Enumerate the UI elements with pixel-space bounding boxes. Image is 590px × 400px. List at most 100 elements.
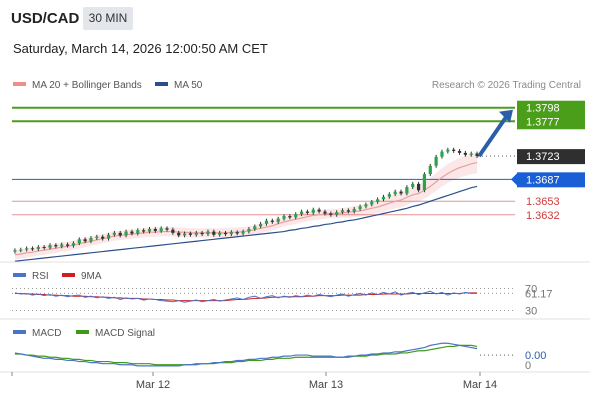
level-label-5: 1.3632 (526, 210, 560, 222)
macd-signal-line (14, 344, 478, 366)
candle-body-23 (147, 228, 152, 232)
candle-body-64 (387, 194, 391, 197)
timeframe-badge[interactable]: 30 MIN (83, 7, 133, 30)
x-tick-label-1: Mar 13 (309, 379, 343, 391)
legend-swatch-rsi (13, 273, 26, 278)
legend-macd: MACD (13, 328, 61, 339)
candle-body-15 (101, 236, 105, 239)
level-label-3: 1.3687 (526, 174, 560, 186)
macd-line (14, 342, 478, 367)
candle-body-39 (241, 231, 245, 234)
candle-body-40 (247, 228, 251, 232)
candle-body-55 (335, 212, 339, 215)
candle-body-71 (428, 165, 432, 175)
x-tick-label-2: Mar 14 (463, 379, 497, 391)
legend-macd-signal: MACD Signal (76, 328, 155, 339)
candle-body-36 (223, 232, 228, 235)
candle-body-66 (399, 191, 403, 194)
symbol-title: USD/CAD (11, 10, 80, 27)
candle-body-54 (329, 213, 333, 215)
x-tick-label-0: Mar 12 (136, 379, 170, 391)
legend-signal-label: MACD Signal (95, 328, 156, 339)
candle-body-53 (323, 211, 327, 214)
legend-9ma-label: 9MA (81, 271, 102, 282)
level-tag-1 (517, 114, 585, 130)
legend-rsi-label: RSI (32, 271, 49, 282)
candle-body-56 (340, 210, 345, 213)
candle-body-13 (89, 238, 93, 242)
legend-9ma: 9MA (62, 271, 102, 282)
candle-body-43 (264, 220, 269, 224)
level-tag-0 (517, 100, 585, 116)
candle-body-10 (71, 243, 76, 246)
candle-body-57 (346, 210, 350, 212)
legend-swatch-ma20 (13, 82, 26, 87)
candle-body-47 (288, 216, 292, 218)
candle-body-37 (229, 232, 233, 235)
projection-arrow-shaft (477, 114, 509, 158)
legend-rsi: RSI (13, 271, 49, 282)
candle-body-25 (159, 228, 163, 231)
level-tag-2 (517, 149, 585, 165)
candle-body-20 (130, 231, 134, 234)
macd-level-label-0: 0.00 (525, 350, 546, 362)
legend-swatch-9ma (62, 273, 75, 278)
candle-body-30 (188, 233, 193, 235)
candle-body-45 (276, 218, 280, 222)
candle-body-24 (153, 228, 157, 231)
candle-body-44 (270, 220, 274, 222)
candle-body-4 (36, 247, 40, 249)
candle-body-29 (182, 233, 187, 236)
level-label-0: 1.3798 (526, 103, 560, 115)
candle-body-61 (370, 201, 374, 205)
candle-body-2 (25, 248, 29, 250)
rsi-level-label-1: 61.17 (525, 288, 553, 300)
candle-body-35 (218, 232, 222, 235)
candle-body-7 (54, 245, 58, 247)
candle-body-58 (352, 208, 356, 212)
legend-swatch-macd (13, 330, 26, 335)
candle-body-67 (405, 187, 409, 194)
level-tag-3 (517, 172, 585, 188)
candle-body-42 (259, 223, 263, 227)
candle-body-51 (311, 209, 315, 213)
candle-body-27 (171, 229, 175, 233)
candle-body-60 (364, 204, 368, 207)
candle-body-76 (457, 150, 462, 153)
candle-body-78 (469, 153, 473, 155)
candle-body-79 (475, 153, 479, 157)
macd-level-label-1: 0 (525, 360, 531, 372)
candle-body-28 (177, 232, 181, 236)
candle-body-41 (253, 226, 257, 229)
candle-body-34 (212, 231, 216, 235)
candle-body-17 (112, 232, 116, 235)
projection-arrow-head (499, 109, 513, 123)
candle-body-12 (83, 239, 87, 242)
candle-body-6 (48, 245, 52, 248)
candle-body-11 (77, 239, 81, 244)
candle-body-1 (19, 249, 23, 251)
legend-macd-label: MACD (32, 328, 62, 339)
rsi-level-label-2: 30 (525, 306, 537, 318)
level-label-4: 1.3653 (526, 196, 560, 208)
candle-body-68 (411, 183, 415, 188)
candle-body-69 (416, 183, 421, 191)
legend-ma20-label: MA 20 + Bollinger Bands (32, 80, 142, 91)
legend-ma50-label: MA 50 (174, 80, 203, 91)
candle-body-3 (30, 248, 35, 250)
candle-body-77 (463, 152, 467, 155)
candle-body-18 (118, 232, 122, 236)
candle-body-46 (282, 216, 286, 219)
level-label-1: 1.3777 (526, 116, 560, 128)
candle-body-75 (452, 149, 456, 151)
candle-body-19 (124, 231, 128, 236)
candle-body-62 (376, 199, 380, 202)
ma50-line (14, 185, 478, 262)
candle-body-14 (95, 236, 99, 239)
candle-body-52 (317, 209, 321, 212)
candle-body-22 (142, 230, 146, 232)
candle-body-73 (440, 151, 444, 157)
candle-body-26 (165, 228, 169, 230)
candle-body-48 (294, 214, 298, 218)
